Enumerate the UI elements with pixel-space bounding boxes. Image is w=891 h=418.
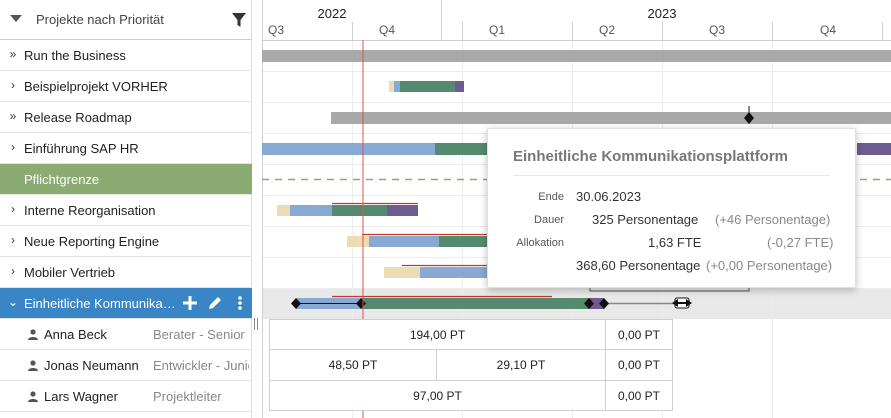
project-label: Einführung SAP HR: [24, 141, 139, 156]
quarter-label: Q4: [820, 23, 836, 37]
resource-name: Lars Wagner: [44, 389, 118, 404]
expand-icon[interactable]: ›: [11, 264, 15, 278]
resize-cursor-icon: [672, 297, 692, 309]
project-row-release-roadmap[interactable]: » Release Roadmap: [0, 102, 252, 133]
resource-row-anna-beck[interactable]: Anna Beck Berater - Senior: [0, 319, 252, 350]
project-row-interne-reorganisation[interactable]: › Interne Reorganisation: [0, 195, 252, 226]
pflichtgrenze-row[interactable]: Pflichtgrenze: [0, 164, 252, 195]
resource-role: Berater - Senior: [153, 327, 245, 342]
expand-icon[interactable]: ›: [11, 202, 15, 216]
project-label: Run the Business: [24, 48, 126, 63]
project-label: Interne Reorganisation: [24, 203, 156, 218]
gantt-bar-neue-reporting-engine[interactable]: [347, 233, 487, 248]
panel-title: Projekte nach Priorität: [36, 12, 164, 27]
tooltip-total-delta: (+0,00 Personentage): [706, 258, 833, 273]
collapse-all-icon[interactable]: [10, 15, 22, 22]
expand-all-icon[interactable]: »: [9, 47, 17, 61]
project-label: Einheitliche Kommunikationsplattform: [24, 296, 176, 311]
alloc-cell[interactable]: 29,10 PT: [436, 349, 606, 381]
resource-role: Projektleiter: [153, 389, 222, 404]
person-icon: [28, 360, 38, 371]
tooltip-ende-label: Ende: [538, 191, 564, 203]
alloc-cell[interactable]: 97,00 PT: [269, 380, 606, 411]
pflichtgrenze-label: Pflichtgrenze: [24, 172, 100, 187]
project-label: Release Roadmap: [24, 110, 132, 125]
quarter-label: Q2: [599, 23, 615, 37]
expand-icon[interactable]: ›: [11, 140, 15, 154]
project-tooltip: Einheitliche Kommunikationsplattform End…: [487, 128, 856, 288]
gantt-canvas: 2022 2023 Q3 Q4 Q1 Q2 Q3 Q4: [262, 0, 891, 418]
resource-role: Entwickler - Junior: [153, 358, 249, 373]
project-row-run-the-business[interactable]: » Run the Business: [0, 40, 252, 71]
gantt-bar-mobiler-vertrieb[interactable]: [384, 264, 487, 279]
project-row-mobiler-vertrieb[interactable]: › Mobiler Vertrieb: [0, 257, 252, 288]
tooltip-dauer-value: 325 Personentage: [592, 212, 699, 227]
tooltip-dauer-delta: (+46 Personentage): [715, 212, 831, 227]
filter-icon[interactable]: [232, 12, 246, 28]
edit-icon[interactable]: [207, 295, 223, 311]
tooltip-allokation-label: Allokation: [516, 237, 564, 249]
more-options-icon[interactable]: [232, 295, 248, 311]
resource-name: Jonas Neumann: [44, 358, 139, 373]
project-label: Beispielprojekt VORHER: [24, 79, 168, 94]
tooltip-divider: [513, 175, 830, 176]
gantt-timeline[interactable]: 2022 2023 Q3 Q4 Q1 Q2 Q3 Q4: [262, 0, 891, 418]
tooltip-allokation-delta: (-0,27 FTE): [767, 235, 834, 250]
milestone-diamond[interactable]: [291, 298, 301, 309]
project-row-einheitliche-kommunikation[interactable]: ⌄ Einheitliche Kommunikationsplattform: [0, 288, 252, 319]
project-row-einfuehrung-sap-hr[interactable]: › Einführung SAP HR: [0, 133, 252, 164]
tooltip-title: Einheitliche Kommunikationsplattform: [513, 148, 789, 165]
quarter-label: Q4: [379, 23, 395, 37]
panel-splitter-handle[interactable]: [254, 318, 258, 330]
person-icon: [28, 329, 38, 340]
person-icon: [28, 391, 38, 402]
expand-icon[interactable]: ›: [11, 233, 15, 247]
gantt-bar-einheitliche-kommunikation[interactable]: [296, 295, 674, 310]
alloc-cell[interactable]: 0,00 PT: [605, 319, 673, 350]
gantt-bar-interne-reorganisation[interactable]: [277, 202, 418, 217]
quarter-label: Q3: [709, 23, 725, 37]
tooltip-dauer-label: Dauer: [534, 214, 564, 226]
gantt-bar-run-the-business[interactable]: [262, 50, 891, 62]
year-label-2022: 2022: [318, 6, 347, 21]
project-row-beispielprojekt[interactable]: › Beispielprojekt VORHER: [0, 71, 252, 102]
project-list-header: Projekte nach Priorität: [0, 0, 252, 40]
tooltip-allokation-value: 1,63 FTE: [648, 235, 702, 250]
quarter-label: Q1: [489, 23, 505, 37]
quarter-label: Q3: [268, 23, 284, 37]
timeline-header: 2022 2023 Q3 Q4 Q1 Q2 Q3 Q4: [262, 0, 891, 418]
expand-icon[interactable]: ›: [11, 78, 15, 92]
milestone-diamond[interactable]: [584, 298, 594, 309]
tooltip-total-value: 368,60 Personentage: [576, 258, 701, 273]
milestone-diamond[interactable]: [744, 112, 754, 124]
resource-name: Anna Beck: [44, 327, 107, 342]
resource-row-jonas-neumann[interactable]: Jonas Neumann Entwickler - Junior: [0, 350, 252, 381]
expand-all-icon[interactable]: »: [9, 109, 17, 123]
alloc-cell[interactable]: 0,00 PT: [605, 349, 673, 381]
milestone-diamond[interactable]: [599, 298, 609, 309]
project-label: Neue Reporting Engine: [24, 234, 160, 249]
add-icon[interactable]: [182, 295, 198, 311]
gantt-bar-release-roadmap[interactable]: [331, 112, 891, 124]
project-list-panel: Projekte nach Priorität » Run the Busine…: [0, 0, 252, 418]
year-label-2023: 2023: [648, 6, 677, 21]
alloc-cell[interactable]: 0,00 PT: [605, 380, 673, 411]
collapse-icon[interactable]: ⌄: [7, 295, 19, 309]
resource-row-lars-wagner[interactable]: Lars Wagner Projektleiter: [0, 381, 252, 412]
gantt-bar-einfuehrung-sap-hr[interactable]: [262, 143, 891, 155]
project-label: Mobiler Vertrieb: [24, 265, 116, 280]
gantt-bar-beispielprojekt[interactable]: [389, 81, 464, 92]
project-row-neue-reporting-engine[interactable]: › Neue Reporting Engine: [0, 226, 252, 257]
alloc-cell[interactable]: 194,00 PT: [269, 319, 606, 350]
tooltip-ende-value: 30.06.2023: [576, 189, 642, 204]
alloc-cell[interactable]: 48,50 PT: [269, 349, 437, 381]
